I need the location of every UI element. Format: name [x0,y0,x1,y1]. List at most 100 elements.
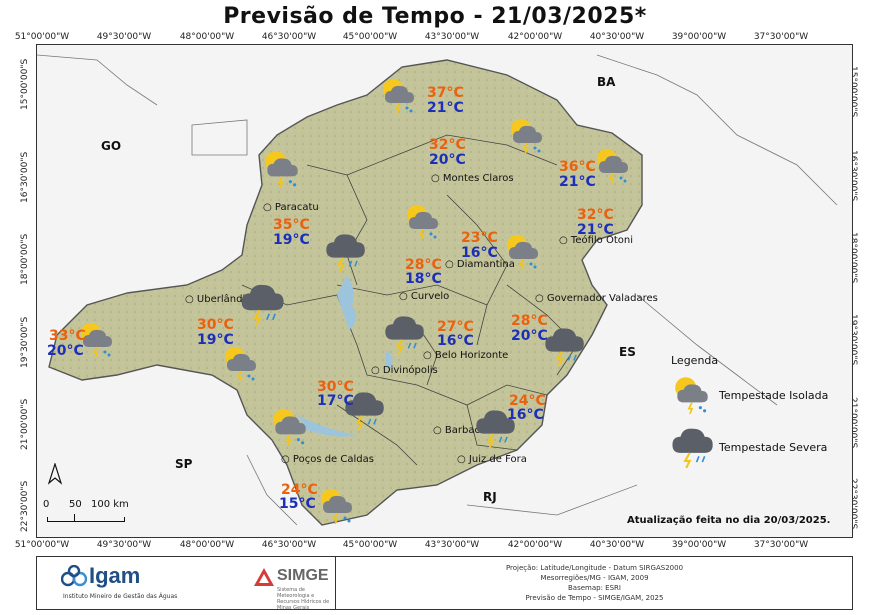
state-borders [37,54,838,526]
lat-label-left: 16°30'00"S [20,151,30,203]
city-montes-claros: ○ Montes Claros [431,173,514,184]
lat-label-left: 15°00'00"S [20,58,30,110]
legend-item-label: Tempestade Isolada [719,389,829,402]
lat-label-left: 18°00'00"S [20,233,30,285]
map-canvas [37,54,838,526]
city-divinopolis: ○ Divinópolis [371,365,438,376]
min-temp: 16°C [507,407,544,423]
lon-label-bottom: 49°30'00"W [96,540,152,550]
forecast-icon-tempestade-isolada [221,343,261,387]
igam-subtitle: Instituto Mineiro de Gestão das Águas [63,593,178,600]
min-temp: 21°C [577,222,614,238]
city-diamantina: ○ Diamantina [445,259,515,270]
max-temp: 30°C [317,379,354,395]
lon-label-bottom: 39°00'00"W [671,540,727,550]
lon-label-bottom: 37°30'00"W [753,540,809,550]
min-temp: 16°C [461,245,498,261]
state-label-rj: RJ [483,490,497,504]
lon-label-top: 42°00'00"W [507,32,563,42]
footer-divider [335,557,336,609]
city-curvelo: ○ Curvelo [399,291,450,302]
lon-label-bottom: 43°30'00"W [424,540,480,550]
lon-label-bottom: 42°00'00"W [507,540,563,550]
city-name: Uberlândia [196,294,252,305]
forecast-icon-tempestade-isolada [261,147,303,193]
lat-label-left: 19°30'00"S [20,316,30,368]
lon-label-top: 40°30'00"W [589,32,645,42]
state-label-go: GO [101,139,122,153]
lon-label-bottom: 48°00'00"W [179,540,235,550]
min-temp: 16°C [437,333,474,349]
lon-label-bottom: 45°00'00"W [342,540,398,550]
forecast-icon-tempestade-severa [323,229,367,277]
map-frame[interactable]: GO BA ES SP RJ ○ Montes Claros ○ Paracat… [36,44,853,538]
lon-label-top: 43°30'00"W [424,32,480,42]
lon-label-top: 48°00'00"W [179,32,235,42]
simge-logo-icon [253,567,275,591]
max-temp: 28°C [511,313,548,329]
max-temp: 23°C [461,230,498,246]
forecast-icon-tempestade-isolada [503,231,543,275]
simge-logo-text: SIMGE [277,567,329,584]
city-pocos-de-caldas: ○ Poços de Caldas [281,454,374,465]
state-label-ba: BA [597,75,616,89]
min-temp: 20°C [47,343,84,359]
min-temp: 15°C [279,496,316,512]
max-temp: 35°C [273,217,310,233]
forecast-icon-tempestade-severa [541,323,587,371]
lon-label-bottom: 46°30'00"W [261,540,317,550]
forecast-icon-tempestade-isolada [269,405,311,451]
forecast-icon-tempestade-isolada [593,145,633,189]
min-temp: 21°C [559,174,596,190]
max-temp: 36°C [559,159,596,175]
min-temp: 18°C [405,271,442,287]
min-temp: 19°C [197,332,234,348]
igam-logo-icon [60,564,88,591]
scale-label: 50 [69,499,82,510]
lon-label-top: 51°00'00"W [14,32,70,42]
city-juiz-de-fora: ○ Juiz de Fora [457,454,527,465]
state-label-es: ES [619,345,636,359]
city-name: Poços de Caldas [292,454,374,465]
lon-label-top: 46°30'00"W [261,32,317,42]
max-temp: 32°C [577,207,614,223]
north-arrow-icon [47,462,63,489]
min-temp: 21°C [427,100,464,116]
forecast-icon-tempestade-isolada [317,485,357,529]
scale-label: 100 km [91,499,129,510]
city-barbacena: ○ Barbacena [433,425,499,436]
max-temp: 27°C [437,319,474,335]
credit-line: Previsão de Tempo - SIMGE/IGAM, 2025 [525,594,664,602]
lat-label-left: 22°30'00"S [20,480,30,532]
city-paracatu: ○ Paracatu [263,202,319,213]
forecast-icon-tempestade-isolada [379,75,419,119]
city-name: Belo Horizonte [434,350,509,361]
igam-logo-text: Igam [89,563,141,588]
legend-item-label: Tempestade Severa [719,441,828,454]
max-temp: 37°C [427,85,464,101]
legend-title: Legenda [671,354,719,367]
forecast-icon-tempestade-severa [473,405,517,453]
reservoirs [297,275,393,437]
max-temp: 28°C [405,257,442,273]
forecast-icon-tempestade-isolada [77,319,117,363]
max-temp: 24°C [509,393,546,409]
city-name: Teófilo Otoni [570,235,633,246]
credit-line: Mesorregiões/MG - IGAM, 2009 [540,574,649,582]
min-temp: 20°C [429,152,466,168]
max-temp: 30°C [197,317,234,333]
city-name: Diamantina [456,259,515,270]
lon-label-top: 39°00'00"W [671,32,727,42]
credit-line: Projeção: Latitude/Longitude - Datum SIR… [505,564,684,572]
city-teofilo-otoni: ○ Teófilo Otoni [559,235,633,246]
credit-line: Basemap: ESRI [568,584,621,592]
state-label-sp: SP [175,457,193,471]
forecast-icon-tempestade-isolada [507,115,547,159]
min-temp: 19°C [273,232,310,248]
lon-label-top: 45°00'00"W [342,32,398,42]
min-temp: 17°C [317,393,354,409]
max-temp: 32°C [429,137,466,153]
lon-label-bottom: 51°00'00"W [14,540,70,550]
footer: Igam Instituto Mineiro de Gestão das Águ… [36,556,853,611]
city-belo-horizonte: ○ Belo Horizonte [423,350,509,361]
